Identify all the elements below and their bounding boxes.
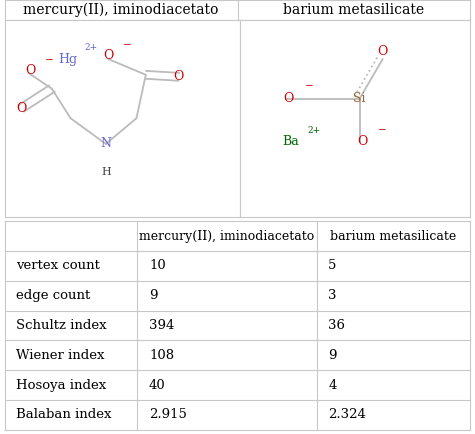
Text: 5: 5	[328, 260, 337, 273]
Text: −: −	[304, 82, 314, 91]
Text: 394: 394	[149, 319, 174, 332]
Text: Schultz index: Schultz index	[16, 319, 107, 332]
Text: barium metasilicate: barium metasilicate	[330, 230, 456, 243]
Text: 40: 40	[149, 378, 166, 391]
Text: H: H	[101, 167, 111, 177]
Text: 2.324: 2.324	[328, 408, 366, 421]
Text: mercury(II), iminodiacetato: mercury(II), iminodiacetato	[139, 230, 314, 243]
Text: N: N	[100, 138, 111, 151]
Text: −: −	[378, 125, 387, 135]
Text: barium metasilicate: barium metasilicate	[283, 3, 425, 17]
Text: O: O	[283, 92, 294, 105]
Text: O: O	[26, 64, 36, 77]
Text: edge count: edge count	[16, 289, 91, 302]
Text: 36: 36	[328, 319, 345, 332]
Text: 108: 108	[149, 349, 174, 362]
Text: Hg: Hg	[59, 53, 78, 66]
Text: vertex count: vertex count	[16, 260, 100, 273]
Text: −: −	[45, 56, 54, 66]
Text: mercury(II), iminodiacetato: mercury(II), iminodiacetato	[23, 3, 219, 17]
Text: 2+: 2+	[84, 43, 97, 52]
Text: O: O	[103, 49, 114, 62]
Text: 9: 9	[149, 289, 158, 302]
Text: O: O	[378, 45, 388, 58]
Text: 10: 10	[149, 260, 166, 273]
Text: 9: 9	[328, 349, 337, 362]
Text: O: O	[173, 70, 184, 83]
Text: 4: 4	[328, 378, 337, 391]
Text: O: O	[357, 135, 367, 148]
Text: Hosoya index: Hosoya index	[16, 378, 106, 391]
Text: 3: 3	[328, 289, 337, 302]
Text: 2+: 2+	[307, 125, 320, 135]
Text: O: O	[16, 102, 27, 115]
Text: 2.915: 2.915	[149, 408, 187, 421]
Text: Ba: Ba	[282, 135, 299, 148]
Text: Balaban index: Balaban index	[16, 408, 112, 421]
Text: Si: Si	[353, 92, 366, 105]
Text: Wiener index: Wiener index	[16, 349, 105, 362]
Text: −: −	[123, 41, 132, 50]
